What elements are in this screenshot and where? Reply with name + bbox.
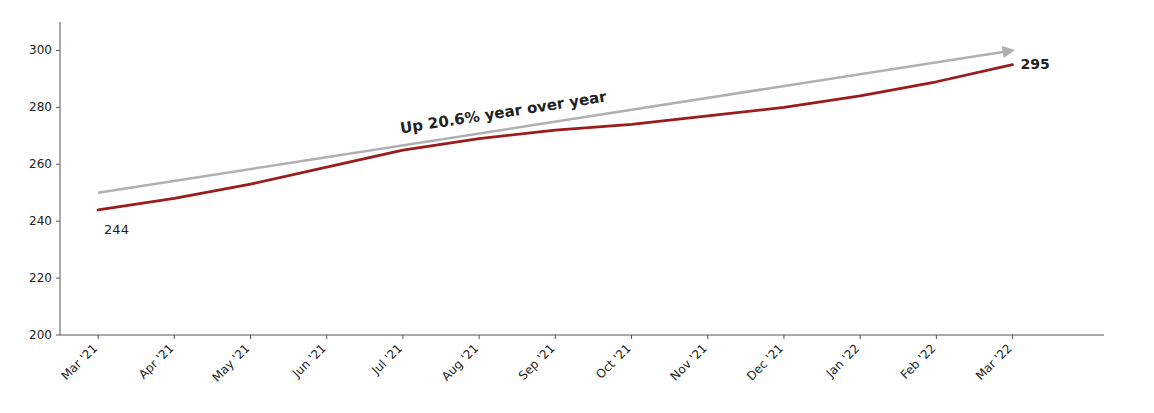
- y-tick-label: 260: [29, 157, 52, 171]
- x-tick: [1012, 335, 1013, 339]
- x-tick: [783, 335, 784, 339]
- end-label: 295: [1021, 56, 1050, 72]
- x-tick: [707, 335, 708, 339]
- y-tick: [56, 278, 60, 279]
- x-tick-label: Nov '21: [668, 341, 710, 383]
- y-tick-label: 200: [29, 328, 52, 342]
- x-tick: [174, 335, 175, 339]
- x-tick-label: Apr '21: [136, 341, 176, 381]
- y-tick: [56, 107, 60, 108]
- x-tick: [326, 335, 327, 339]
- x-tick: [250, 335, 251, 339]
- y-tick-label: 280: [29, 100, 52, 114]
- x-tick-label: Mar '22: [973, 341, 1015, 383]
- annotation: Up 20.6% year over year: [399, 87, 608, 137]
- x-tick: [555, 335, 556, 339]
- x-tick: [98, 335, 99, 339]
- y-tick: [56, 221, 60, 222]
- y-tick-label: 220: [29, 271, 52, 285]
- trend-arrow: [98, 50, 1012, 192]
- y-tick: [56, 164, 60, 165]
- x-tick-label: Jan '22: [823, 341, 863, 381]
- x-tick: [860, 335, 861, 339]
- x-tick-label: Dec '21: [744, 341, 786, 383]
- x-tick: [631, 335, 632, 339]
- x-axis-line: [60, 335, 1104, 336]
- x-tick: [402, 335, 403, 339]
- x-tick-label: Aug '21: [439, 341, 481, 383]
- y-tick: [56, 335, 60, 336]
- x-tick: [479, 335, 480, 339]
- x-tick-label: Feb '22: [898, 341, 939, 382]
- y-axis-line: [60, 22, 61, 335]
- y-tick-label: 300: [29, 43, 52, 57]
- x-tick-label: Sep '21: [516, 341, 558, 383]
- x-tick-label: May '21: [209, 341, 252, 384]
- start-label: 244: [104, 222, 129, 237]
- x-tick-label: Oct '21: [593, 341, 633, 381]
- series-line: [98, 65, 1012, 210]
- y-tick: [56, 50, 60, 51]
- x-tick: [936, 335, 937, 339]
- y-tick-label: 240: [29, 214, 52, 228]
- x-tick-label: Jun '21: [289, 341, 329, 381]
- x-tick-label: Jul '21: [368, 341, 405, 378]
- x-tick-label: Mar '21: [58, 341, 100, 383]
